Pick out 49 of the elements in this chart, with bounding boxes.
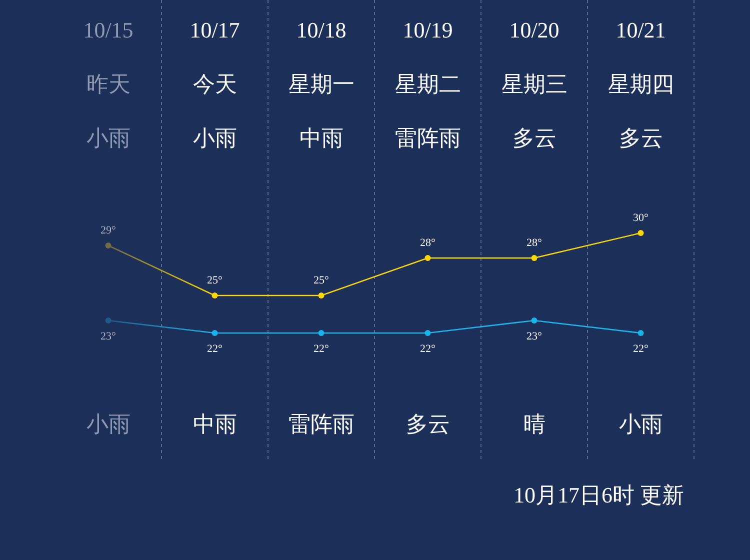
text: 25° [207,274,222,286]
text: 小雨 [86,412,130,436]
x-tick-label: 10/17 [190,18,240,42]
text: 30° [633,212,648,224]
text: 多云 [406,412,450,436]
text: 22° [420,343,436,355]
x-tick-label: 10/20 [509,18,560,42]
point [105,318,112,324]
point [424,255,431,261]
point [318,330,324,336]
text: 晴 [523,412,546,436]
text: 22° [314,343,329,355]
text: 星期二 [394,72,461,96]
text: 中雨 [192,412,237,436]
text: 28° [526,237,542,249]
text: 今天 [192,72,237,96]
text: 星期三 [501,72,568,96]
point [638,230,644,236]
point [531,255,538,261]
text: 23° [526,330,542,342]
x-tick-label: 10/15 [83,18,134,42]
x-tick-label: 10/21 [616,18,666,42]
text: 昨天 [86,72,130,96]
text: 小雨 [86,126,130,150]
point [531,318,538,324]
text: 28° [420,237,436,249]
text: 雷阵雨 [394,126,461,150]
text: 10月17日6时 更新 [514,482,684,508]
text: 22° [207,343,222,355]
text: 小雨 [192,126,237,150]
text: 23° [100,330,116,342]
x-tick-label: 10/19 [402,18,453,42]
text: 22° [633,343,648,355]
text: 中雨 [299,126,344,150]
point [318,292,324,298]
text: 多云 [512,126,556,150]
text: 星期一 [288,72,354,96]
x-tick-label: 10/18 [296,18,346,42]
text: 29° [100,224,116,236]
text: 25° [314,274,329,286]
point [212,292,218,298]
text: 雷阵雨 [288,412,354,436]
text: 星期四 [608,72,674,96]
point [212,330,218,336]
point [105,242,112,248]
point [424,330,431,336]
text: 小雨 [618,412,663,436]
point [638,330,644,336]
text: 多云 [618,126,663,150]
